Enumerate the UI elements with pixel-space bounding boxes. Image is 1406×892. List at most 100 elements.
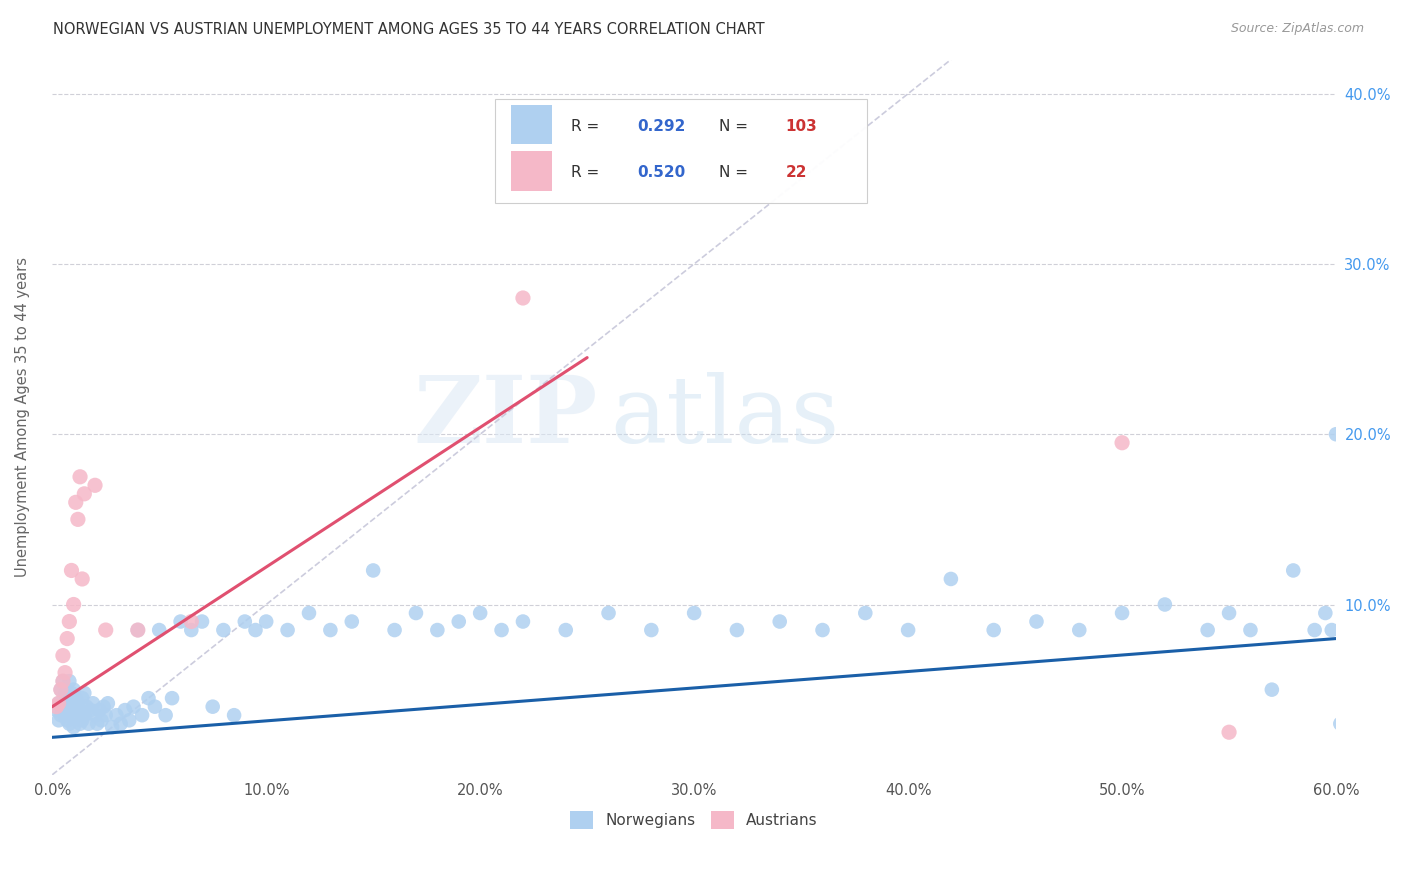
Point (384, 623, 406, 637)
Point (52, 674, 75, 689)
Point (94, 623, 117, 637)
Point (939, 572, 962, 586)
Text: R =: R = (571, 165, 605, 180)
Point (89, 703, 111, 717)
Point (811, 623, 834, 637)
Point (1111, 606, 1133, 620)
Point (56, 699, 79, 714)
Point (131, 708, 153, 723)
Point (53, 665, 76, 680)
Point (1324, 427, 1347, 442)
Point (110, 716, 132, 731)
Point (769, 615, 792, 629)
Point (598, 606, 620, 620)
Point (254, 615, 277, 629)
Point (56, 632, 79, 646)
Point (53, 708, 76, 723)
Point (143, 699, 166, 714)
Point (512, 615, 534, 629)
Point (1069, 623, 1091, 637)
Point (93, 699, 115, 714)
Point (66, 708, 89, 723)
Point (62, 598, 84, 612)
Point (138, 691, 160, 706)
Point (405, 606, 427, 620)
Text: N =: N = (718, 119, 752, 134)
Text: 22: 22 (786, 165, 807, 180)
Point (1025, 615, 1047, 629)
Point (52, 648, 75, 663)
Point (65, 691, 87, 706)
Text: R =: R = (571, 119, 605, 134)
Point (640, 623, 662, 637)
Point (683, 606, 706, 620)
Point (1329, 716, 1351, 731)
Point (1315, 606, 1337, 620)
Point (101, 720, 124, 734)
Text: 0.292: 0.292 (638, 119, 686, 134)
Point (73, 487, 96, 501)
Point (105, 708, 128, 723)
FancyBboxPatch shape (495, 99, 868, 202)
Point (180, 623, 202, 637)
Point (222, 708, 245, 723)
Point (70, 572, 93, 586)
FancyBboxPatch shape (510, 152, 551, 191)
Point (1320, 623, 1343, 637)
Point (1303, 623, 1326, 637)
Point (1218, 606, 1240, 620)
Point (554, 623, 576, 637)
Text: 0.520: 0.520 (638, 165, 686, 180)
Point (60, 696, 83, 710)
Point (155, 708, 177, 723)
Point (65, 495, 87, 509)
Point (86, 716, 108, 731)
Point (245, 623, 267, 637)
Point (69, 470, 91, 484)
Point (56, 714, 79, 728)
Point (58, 615, 80, 629)
FancyBboxPatch shape (510, 104, 551, 144)
Point (191, 615, 214, 629)
Point (148, 623, 170, 637)
Point (48, 696, 70, 710)
Text: NORWEGIAN VS AUSTRIAN UNEMPLOYMENT AMONG AGES 35 TO 44 YEARS CORRELATION CHART: NORWEGIAN VS AUSTRIAN UNEMPLOYMENT AMONG… (53, 22, 765, 37)
Point (447, 615, 470, 629)
Point (94, 708, 117, 723)
Point (169, 615, 191, 629)
Point (1153, 598, 1175, 612)
Point (62, 720, 84, 734)
Point (491, 623, 513, 637)
Point (58, 674, 80, 689)
Point (66, 512, 89, 526)
Point (69, 703, 91, 717)
Point (69, 716, 91, 731)
Point (60, 564, 83, 578)
Point (70, 691, 93, 706)
Point (52, 699, 75, 714)
Point (48, 696, 70, 710)
Point (45, 703, 67, 717)
Point (1282, 564, 1305, 578)
Point (49, 708, 72, 723)
Point (897, 623, 920, 637)
Point (97, 696, 120, 710)
Point (1261, 682, 1284, 697)
Point (201, 699, 224, 714)
Y-axis label: Unemployment Among Ages 35 to 44 years: Unemployment Among Ages 35 to 44 years (15, 257, 30, 577)
Point (118, 714, 141, 728)
Point (180, 615, 202, 629)
Point (122, 699, 145, 714)
Point (49, 682, 72, 697)
Point (75, 699, 97, 714)
Point (1239, 623, 1261, 637)
Point (84, 708, 107, 723)
Point (1218, 725, 1240, 739)
Point (77, 716, 100, 731)
Point (426, 623, 449, 637)
Text: atlas: atlas (610, 372, 839, 462)
Point (52, 674, 75, 689)
Point (127, 623, 149, 637)
Point (60, 708, 83, 723)
Legend: Norwegians, Austrians: Norwegians, Austrians (564, 805, 824, 835)
